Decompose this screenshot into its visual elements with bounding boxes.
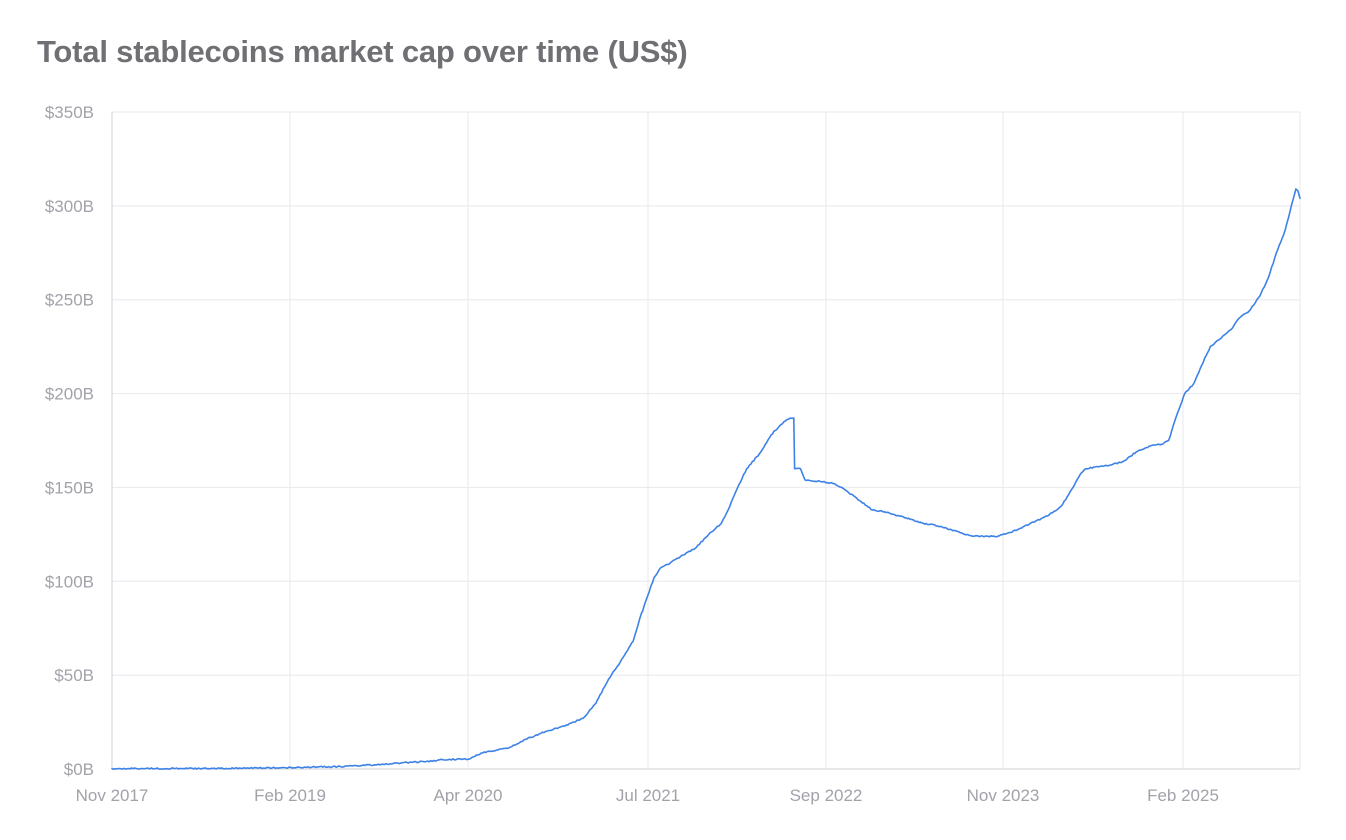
x-tick-label: Feb 2025	[1147, 786, 1219, 805]
y-axis-ticks: $0B $50B $100B $150B $200B $250B $300B $350B	[45, 103, 94, 779]
y-tick-label: $50B	[54, 666, 94, 685]
x-tick-label: Sep 2022	[790, 786, 863, 805]
y-tick-label: $350B	[45, 103, 94, 122]
x-tick-label: Nov 2017	[76, 786, 149, 805]
x-tick-label: Apr 2020	[434, 786, 503, 805]
axes	[111, 112, 1300, 770]
y-tick-label: $250B	[45, 291, 94, 310]
x-tick-label: Jul 2021	[616, 786, 680, 805]
series-layer	[111, 188, 1301, 771]
y-tick-label: $200B	[45, 385, 94, 404]
y-tick-label: $300B	[45, 197, 94, 216]
series-line-0	[111, 188, 1301, 771]
x-tick-label: Feb 2019	[254, 786, 326, 805]
y-tick-label: $0B	[64, 760, 94, 779]
y-tick-label: $150B	[45, 478, 94, 497]
x-tick-label: Nov 2023	[967, 786, 1040, 805]
x-axis-ticks: Nov 2017 Feb 2019 Apr 2020 Jul 2021 Sep 2022…	[76, 786, 1219, 805]
chart-title: Total stablecoins market cap over time (…	[37, 34, 688, 69]
grid	[112, 111, 1301, 769]
y-tick-label: $100B	[45, 572, 94, 591]
